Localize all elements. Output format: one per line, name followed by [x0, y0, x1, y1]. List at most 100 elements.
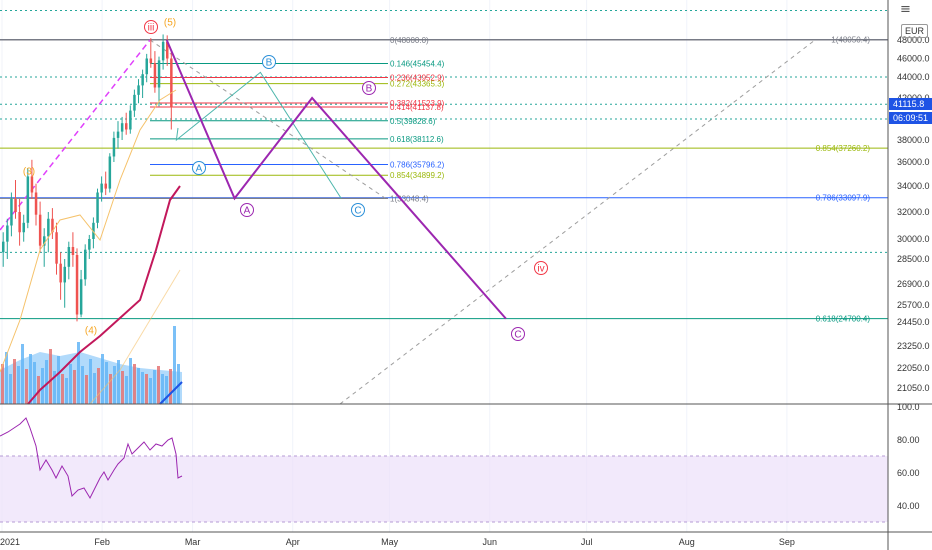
wave-label-circle — [240, 203, 254, 217]
purple-abc-path — [165, 39, 507, 320]
candle-body — [120, 123, 124, 132]
volume-bar — [65, 378, 68, 404]
price-axis[interactable]: 48000.046000.044000.042000.040000.038000… — [889, 35, 932, 393]
volume-bar — [141, 372, 144, 404]
time-tick-label: Sep — [779, 537, 795, 547]
volume-bar — [21, 344, 24, 404]
candle-body — [133, 94, 136, 111]
volume-bar — [9, 374, 12, 404]
price-tag-bg — [889, 112, 932, 124]
rsi-axis[interactable]: 100.0 80.00 60.00 40.00 — [897, 402, 920, 511]
wave-label: (3) — [23, 167, 35, 178]
candle-body — [104, 183, 107, 189]
wave-label-circle — [534, 261, 548, 275]
volume-bar — [13, 359, 16, 404]
price-tick-label: 48000.0 — [897, 35, 930, 45]
gray-channel-line — [339, 39, 816, 405]
candle-body — [79, 279, 83, 315]
wave-label: A — [196, 164, 203, 175]
candle-body — [75, 255, 79, 315]
price-tag-bg — [889, 98, 932, 110]
rsi-tick-label: 100.0 — [897, 402, 920, 412]
candle-body — [116, 131, 120, 138]
time-tick-label: Aug — [679, 537, 695, 547]
fib-retracement-label: 0.272(43365.3) — [390, 80, 445, 89]
volume-bar — [157, 366, 160, 404]
wave-label: C — [514, 330, 521, 341]
menu-icon[interactable]: ≡ — [900, 2, 911, 17]
candle-body — [51, 218, 54, 233]
candle-body — [88, 239, 91, 250]
rsi-tick-label: 60.00 — [897, 468, 920, 478]
candle-body — [14, 199, 17, 212]
volume-bar — [129, 358, 132, 404]
candle-body — [18, 212, 21, 233]
price-tick-label: 32000.0 — [897, 207, 930, 217]
candle-body — [30, 176, 34, 193]
candle-body — [141, 74, 144, 86]
volume-bar — [41, 368, 44, 404]
candle-body — [26, 176, 30, 223]
candle-body — [34, 192, 38, 215]
candle-body — [125, 123, 128, 130]
wave-label-circle — [351, 203, 365, 217]
time-tick-label: May — [381, 537, 399, 547]
fib-retracement-label: 1(33048.4) — [390, 194, 429, 203]
rsi-line — [0, 417, 183, 500]
ma-fast-line — [0, 89, 177, 373]
blue-abc-path — [175, 71, 342, 199]
candle-body — [47, 218, 50, 237]
fib-retracement-label: 0.5(39828.6) — [390, 117, 436, 126]
fib-level-label: 0.618(24700.4) — [816, 315, 871, 324]
wave-label-circle — [362, 81, 376, 95]
candle-body — [84, 249, 87, 280]
volume-bar — [97, 368, 100, 404]
currency-badge[interactable]: EUR — [901, 24, 929, 38]
fib-retracement-label: 0.854(34899.2) — [390, 171, 445, 180]
volume-bar — [169, 369, 172, 404]
volume-bar — [85, 375, 88, 404]
time-axis[interactable]: 2021 Feb Mar Apr May Jun Jul Aug Sep — [0, 537, 795, 547]
wave-label: iii — [148, 23, 155, 34]
volume-bar — [77, 342, 80, 404]
price-tick-label: 26900.0 — [897, 279, 930, 289]
volume-bar — [137, 368, 140, 404]
volume-bar — [89, 359, 92, 404]
volume-bar — [81, 366, 84, 404]
price-tick-label: 25700.0 — [897, 300, 930, 310]
candle-body — [153, 63, 157, 88]
fib-retracement-label: 0.146(45454.4) — [390, 60, 445, 69]
candle-body — [145, 58, 148, 75]
wave-label: B — [366, 84, 373, 95]
volume-bar — [173, 326, 176, 404]
rsi-band — [0, 456, 888, 522]
time-tick-label: Mar — [185, 537, 201, 547]
wave-label: iv — [537, 264, 544, 275]
wave-label-circle — [262, 55, 276, 69]
time-tick-label: Apr — [286, 537, 300, 547]
time-tick-label: Jul — [581, 537, 593, 547]
volume-layer — [0, 326, 182, 404]
rsi-tick-label: 40.00 — [897, 501, 920, 511]
fib-retracement-label: 0.414(41137.8) — [390, 103, 444, 112]
main-pane[interactable]: 1(48050.4)0.854(37260.2)0.786(33097.9)0.… — [0, 0, 888, 532]
candle-body — [100, 183, 103, 193]
fib-retracement-label: 0.786(35796.2) — [390, 160, 445, 169]
price-tick-label: 21050.0 — [897, 383, 930, 393]
candle-body — [67, 247, 71, 267]
fib-retracement-label: 0.236(43952.9) — [390, 73, 445, 82]
volume-bar — [33, 362, 36, 404]
volume-bar — [37, 376, 40, 404]
candle-body — [161, 41, 165, 61]
volume-bar — [57, 356, 60, 404]
rsi-pane[interactable] — [0, 417, 888, 523]
candle-body — [112, 137, 116, 157]
fib-level-label: 0.786(33097.9) — [816, 194, 871, 203]
volume-bar — [145, 374, 148, 404]
volume-bar — [165, 376, 168, 404]
volume-bar — [49, 349, 52, 404]
volume-bar — [109, 374, 112, 404]
candle-body — [22, 222, 25, 233]
price-tick-label: 36000.0 — [897, 157, 930, 167]
